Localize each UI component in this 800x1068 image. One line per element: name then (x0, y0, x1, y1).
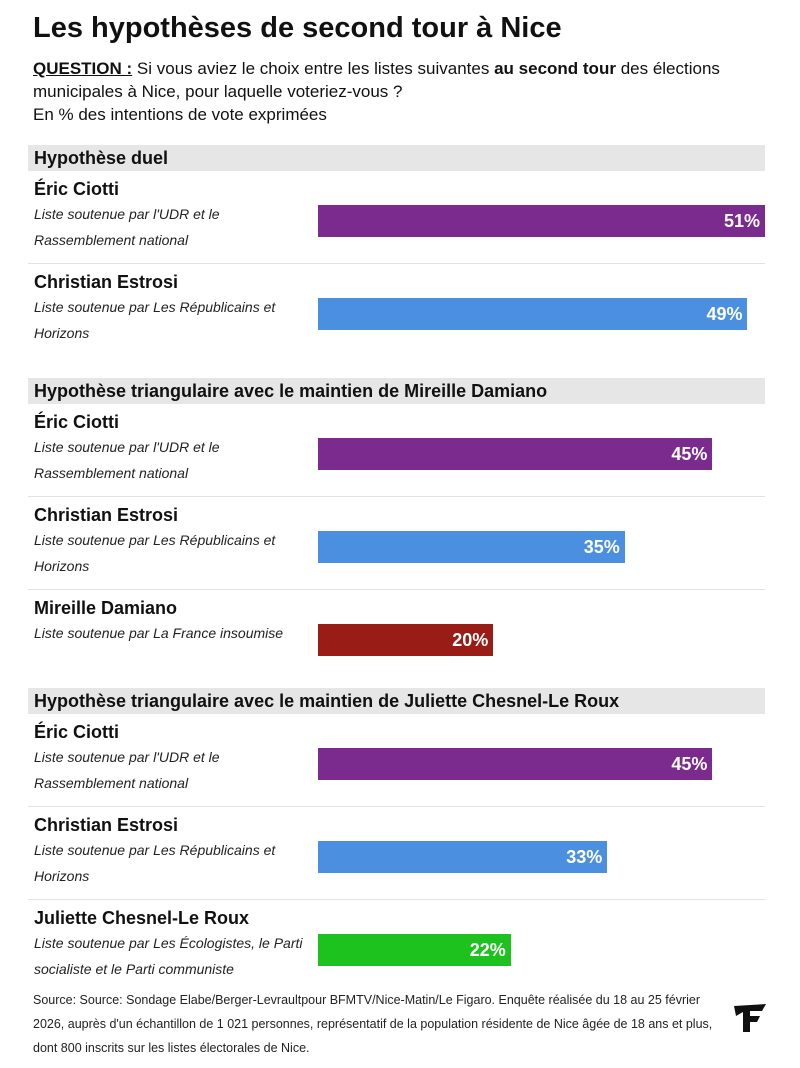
value-label: 35% (583, 537, 620, 557)
candidate-name: Mireille Damiano (34, 598, 178, 618)
bar: 51% (318, 205, 765, 237)
section-title: Hypothèse duel (28, 145, 765, 171)
row-body: Liste soutenue par l'UDR et le Rassemble… (28, 744, 765, 796)
bar: 35% (318, 531, 625, 563)
candidate-description: Liste soutenue par l'UDR et le Rassemble… (34, 439, 220, 481)
value-label: 20% (452, 630, 489, 650)
candidate-name: Juliette Chesnel-Le Roux (34, 908, 250, 928)
candidate-description: Liste soutenue par Les Républicains et H… (34, 842, 276, 884)
question: QUESTION : Si vous aviez le choix entre … (33, 57, 753, 126)
candidate-row: Éric Ciotti Liste soutenue par l'UDR et l… (28, 404, 765, 497)
candidate-description: Liste soutenue par Les Écologistes, le P… (34, 935, 303, 977)
value-label: 45% (671, 444, 708, 464)
row-body: Liste soutenue par La France insoumise 20… (28, 620, 765, 656)
section-title: Hypothèse triangulaire avec le maintien … (28, 688, 765, 714)
candidate-description: Liste soutenue par l'UDR et le Rassemble… (34, 206, 220, 248)
bar: 45% (318, 438, 713, 470)
bar: 22% (318, 934, 511, 966)
logo (734, 1004, 766, 1032)
candidate-description: Liste soutenue par Les Républicains et H… (34, 532, 276, 574)
candidate-name: Éric Ciotti (34, 179, 120, 199)
value-label: 45% (671, 754, 708, 774)
candidate-name: Christian Estrosi (34, 272, 179, 292)
unit-note: En % des intentions de vote exprimées (33, 105, 327, 124)
row-body: Liste soutenue par l'UDR et le Rassemble… (28, 201, 765, 253)
candidate-name: Christian Estrosi (34, 505, 179, 525)
candidate-description: Liste soutenue par Les Républicains et H… (34, 299, 276, 341)
candidate-description: Liste soutenue par La France insoumise (34, 625, 284, 641)
candidate-name: Éric Ciotti (34, 412, 120, 432)
value-label: 33% (566, 847, 603, 867)
row-body: Liste soutenue par Les Républicains et H… (28, 294, 765, 346)
question-label: QUESTION : (33, 59, 133, 78)
question-text: Si vous aviez le choix entre les listes … (136, 59, 490, 78)
section-title: Hypothèse triangulaire avec le maintien … (28, 378, 765, 404)
candidate-name: Christian Estrosi (34, 815, 179, 835)
candidate-row: Christian Estrosi Liste soutenue par Les … (28, 264, 765, 356)
candidate-description: Liste soutenue par l'UDR et le Rassemble… (34, 749, 220, 791)
bar: 20% (318, 624, 494, 656)
bar: 33% (318, 841, 608, 873)
candidate-row: Éric Ciotti Liste soutenue par l'UDR et l… (28, 714, 765, 807)
chart-section: Hypothèse triangulaire avec le maintien … (28, 688, 765, 992)
candidate-row: Christian Estrosi Liste soutenue par Les … (28, 807, 765, 900)
value-label: 22% (469, 940, 506, 960)
bar: 45% (318, 748, 713, 780)
candidate-name: Éric Ciotti (34, 722, 120, 742)
charts: Hypothèse duel Éric Ciotti Liste soutenue … (28, 145, 765, 1014)
candidate-row: Mireille Damiano Liste soutenue par La Fr… (28, 590, 765, 666)
candidate-row: Éric Ciotti Liste soutenue par l'UDR et l… (28, 171, 765, 264)
question-emphasis: au second tour (494, 59, 616, 78)
source: Source: Source: Sondage Elabe/Berger-Lev… (33, 993, 713, 1055)
candidate-row: Juliette Chesnel-Le Roux Liste soutenue p… (28, 900, 765, 992)
title: Les hypothèses de second tour à Nice (33, 12, 562, 44)
row-body: Liste soutenue par l'UDR et le Rassemble… (28, 434, 765, 486)
row-body: Liste soutenue par Les Républicains et H… (28, 837, 765, 889)
chart-section: Hypothèse triangulaire avec le maintien … (28, 378, 765, 666)
value-label: 51% (723, 211, 760, 231)
row-body: Liste soutenue par Les Républicains et H… (28, 527, 765, 579)
candidate-row: Christian Estrosi Liste soutenue par Les … (28, 497, 765, 590)
row-body: Liste soutenue par Les Écologistes, le P… (28, 930, 765, 982)
question-text: des élections municipales à Nice, pour l… (33, 59, 720, 101)
value-label: 49% (706, 304, 743, 324)
chart-section: Hypothèse duel Éric Ciotti Liste soutenue … (28, 145, 765, 356)
bar: 49% (318, 298, 748, 330)
